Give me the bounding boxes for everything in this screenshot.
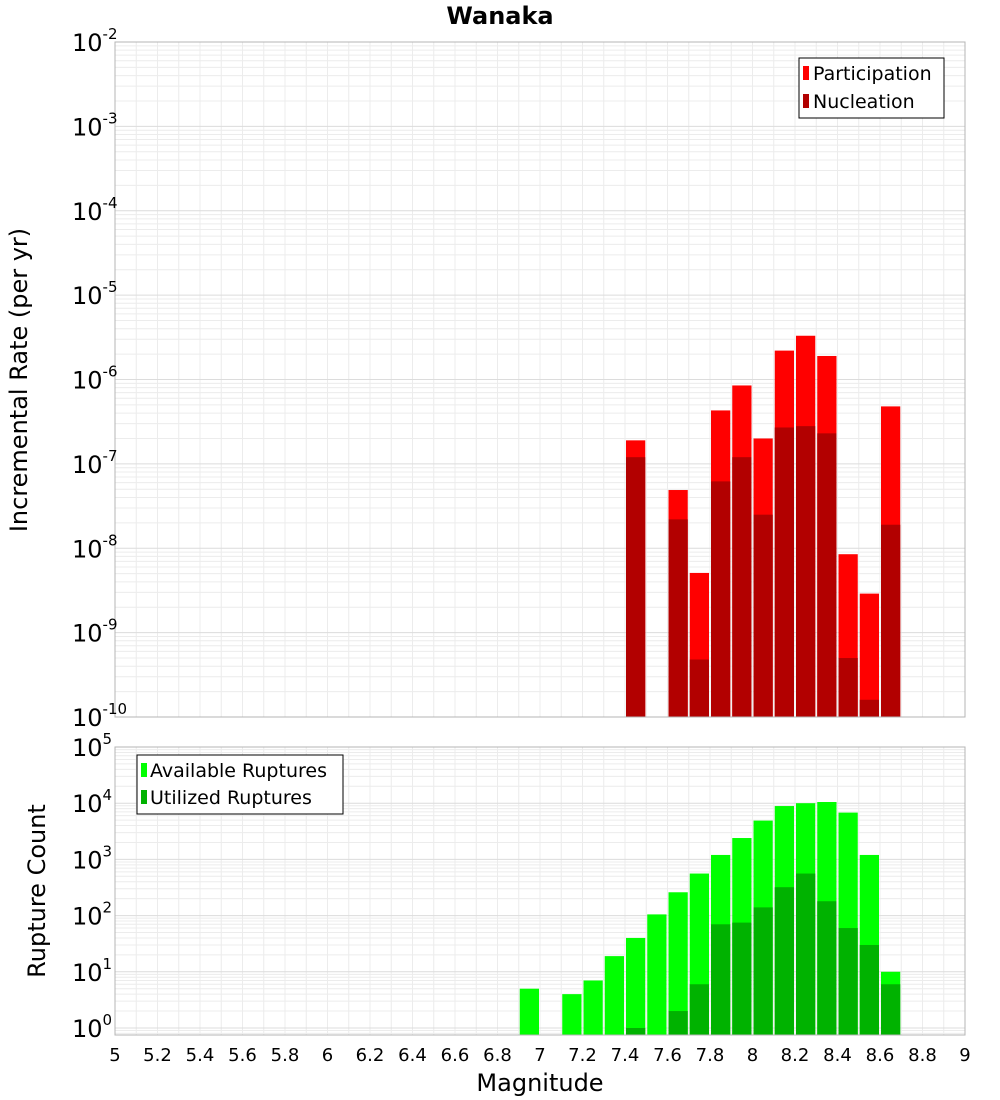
top-y-tick-label: 10-4 [72,194,118,226]
top-plot-border [114,41,966,718]
legend-swatch-utilized [141,790,147,804]
top-y-axis-label: Incremental Rate (per yr) [5,228,33,532]
top-bar-nucleation [774,427,794,717]
top-y-tick-label: 10-2 [72,25,118,57]
top-bar-nucleation [668,519,688,717]
bottom-y-tick-label: 105 [72,730,112,762]
bottom-y-tick-label: 104 [72,786,112,818]
bottom-bar-available-ruptures [562,994,582,1035]
bottom-bar-utilized-ruptures [753,907,773,1035]
bottom-bar-utilized-ruptures [689,984,709,1035]
top-bar-nucleation [796,426,816,717]
top-y-tick-label: 10-5 [72,278,118,310]
top-legend: Participation Nucleation [798,57,945,119]
top-y-tick-labels: 10-10 10-9 10-8 10-7 10-6 10-5 10-4 10-3 10-2 [72,25,127,732]
x-tick-labels: 5 5.2 5.4 5.6 5.8 6 6.2 6.4 6.6 6.8 7 7.2 7.4 7.6 7.8 8… [109,1045,970,1066]
bottom-bar-utilized-ruptures [796,873,816,1035]
top-bar-nucleation [711,481,731,717]
x-tick-label: 7.6 [653,1045,682,1066]
x-tick-label: 6.4 [398,1045,427,1066]
x-tick-label: 5.6 [228,1045,257,1066]
bottom-bar-utilized-ruptures [817,901,837,1035]
bottom-y-tick-labels: 100 101 102 103 104 105 [72,730,112,1043]
top-grid [114,41,966,718]
top-y-tick-label: 10-6 [72,363,118,395]
bottom-y-tick-label: 103 [72,842,112,874]
bottom-y-axis-label: Rupture Count [23,804,51,978]
x-tick-label: 8.6 [866,1045,895,1066]
top-bar-nucleation [881,524,901,717]
bottom-bar-available-ruptures [583,980,603,1035]
top-bar-nucleation [689,659,709,717]
bottom-bar-utilized-ruptures [838,928,858,1035]
bottom-bar-available-ruptures [647,914,667,1035]
bottom-bar-utilized-ruptures [732,922,752,1035]
bottom-bars [519,802,901,1035]
x-tick-label: 8.8 [908,1045,937,1066]
bottom-y-tick-label: 100 [72,1011,112,1043]
bottom-bar-available-ruptures [519,988,539,1035]
bottom-bar-utilized-ruptures [668,1011,688,1035]
x-tick-label: 8 [747,1045,758,1066]
bottom-bar-utilized-ruptures [859,944,879,1035]
top-bar-nucleation [626,457,646,717]
x-tick-label: 7.8 [696,1045,725,1066]
top-y-tick-label: 10-9 [72,616,118,648]
bottom-plot-border [114,746,966,1036]
legend-label-participation: Participation [813,63,932,85]
x-tick-label: 5.8 [271,1045,300,1066]
bottom-y-tick-label: 102 [72,899,112,931]
x-tick-label: 6.8 [483,1045,512,1066]
legend-label-available: Available Ruptures [150,760,327,782]
chart-title: Wanaka [446,2,553,30]
top-bars [626,335,901,717]
top-y-tick-label: 10-8 [72,531,118,563]
bottom-bar-utilized-ruptures [881,984,901,1035]
x-axis-label: Magnitude [476,1069,603,1097]
x-tick-label: 7.4 [611,1045,640,1066]
bottom-plot: 100 101 102 103 104 105 5 5.2 5.4 5.6 5.8 6 6.2 6.4 6… [23,730,971,1097]
top-y-tick-label: 10-10 [72,700,127,732]
bottom-bar-utilized-ruptures [626,1027,646,1035]
bottom-bar-available-ruptures [668,892,688,1035]
bottom-y-tick-label: 101 [72,955,112,987]
legend-swatch-nucleation [803,94,809,108]
top-bar-nucleation [732,457,752,717]
x-tick-label: 5.2 [143,1045,172,1066]
legend-label-utilized: Utilized Ruptures [150,787,312,809]
bottom-legend: Available Ruptures Utilized Ruptures [136,754,344,815]
x-tick-label: 6 [322,1045,333,1066]
bottom-bar-available-ruptures [604,956,624,1035]
top-bar-nucleation [838,658,858,717]
x-tick-label: 5.4 [186,1045,215,1066]
bottom-bar-utilized-ruptures [774,887,794,1035]
x-tick-label: 6.2 [356,1045,385,1066]
top-legend-box [798,57,945,119]
x-tick-label: 8.4 [823,1045,852,1066]
x-tick-label: 5 [109,1045,120,1066]
x-tick-label: 9 [959,1045,970,1066]
legend-label-nucleation: Nucleation [813,91,915,113]
top-bar-participation [859,593,879,717]
bottom-bar-utilized-ruptures [711,924,731,1035]
top-bar-nucleation [817,433,837,717]
top-y-tick-label: 10-7 [72,447,118,479]
x-tick-label: 7.2 [568,1045,597,1066]
legend-swatch-available [141,763,147,777]
bottom-bar-available-ruptures [626,937,646,1035]
top-plot: 10-10 10-9 10-8 10-7 10-6 10-5 10-4 10-3 10-2 In… [5,25,966,732]
top-y-tick-label: 10-3 [72,109,118,141]
top-bar-nucleation [859,699,879,717]
bottom-legend-box [136,754,344,815]
x-tick-label: 6.6 [441,1045,470,1066]
top-bar-nucleation [753,514,773,717]
x-tick-label: 7 [534,1045,545,1066]
legend-swatch-participation [803,66,809,80]
x-tick-label: 8.2 [781,1045,810,1066]
